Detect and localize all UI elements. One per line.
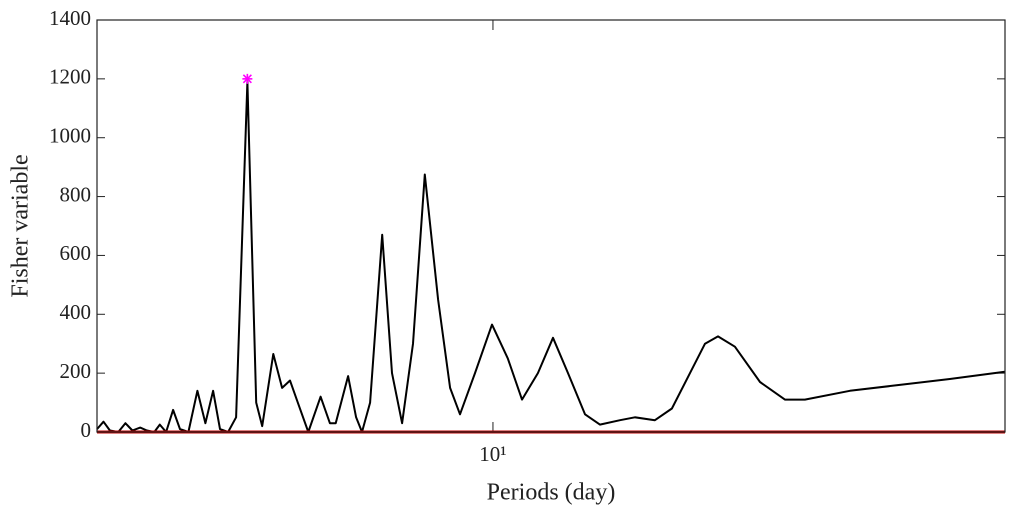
- y-tick-label: 200: [60, 359, 92, 383]
- y-tick-label: 1400: [49, 6, 91, 30]
- y-tick-label: 400: [60, 300, 92, 324]
- plot-frame: [96, 19, 1006, 433]
- y-tick-label: 1000: [49, 124, 91, 148]
- line: [96, 80, 1005, 433]
- y-axis-title: Fisher variable: [8, 154, 34, 297]
- peak-marker: [242, 73, 253, 84]
- y-tick-label: 1200: [49, 65, 91, 89]
- y-tick-label: 0: [81, 418, 92, 442]
- y-tick-label: 800: [60, 182, 92, 206]
- x-axis-title: Periods (day): [487, 480, 616, 506]
- x-tick-label: 10¹: [479, 442, 506, 466]
- y-tick-label: 600: [60, 241, 92, 265]
